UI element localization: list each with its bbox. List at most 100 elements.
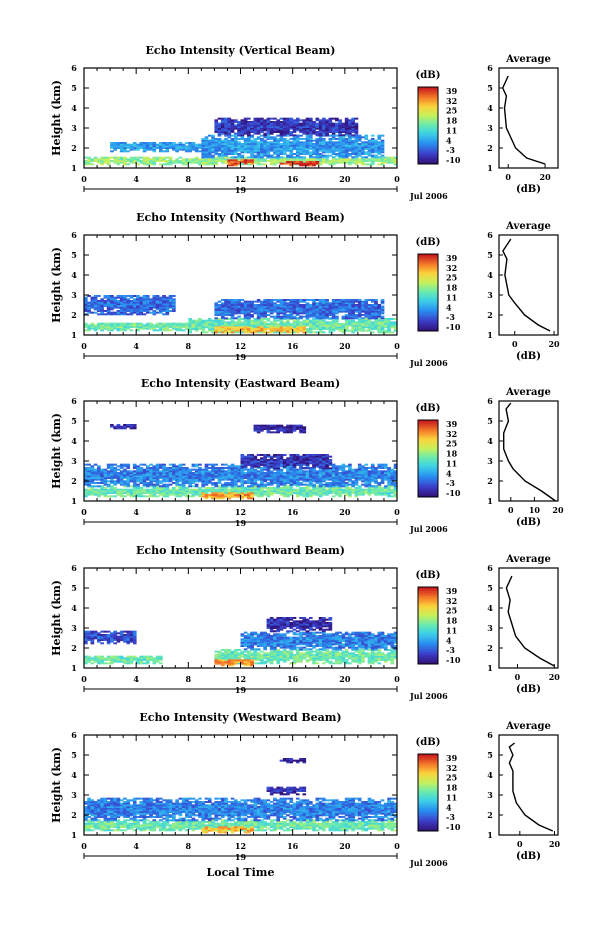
heatmap-cell [361, 473, 365, 476]
heatmap-cell [158, 465, 163, 468]
heatmap-cell [123, 306, 127, 309]
heatmap-cell [240, 324, 245, 327]
heatmap-cell [295, 302, 300, 305]
heatmap-cell [113, 156, 117, 159]
heatmap-cell [211, 477, 215, 479]
heatmap-cell [149, 324, 153, 327]
heatmap-cell [331, 146, 336, 149]
heatmap-cell [181, 477, 186, 479]
heatmap-cell [289, 323, 294, 325]
heatmap-cell [211, 136, 215, 139]
heatmap-cell [243, 304, 248, 306]
heatmap-cell [276, 473, 281, 476]
heatmap-cell [152, 473, 157, 476]
colorbar-tick-label: 4 [446, 302, 452, 312]
heatmap-cell [194, 324, 199, 327]
heatmap-cell [113, 142, 117, 144]
heatmap-cell [315, 488, 320, 491]
heatmap-cell [276, 144, 281, 147]
heatmap-cell [240, 119, 245, 122]
heatmap-cell [325, 151, 329, 154]
heatmap-cell [106, 158, 111, 161]
heatmap-cell [119, 306, 124, 309]
heatmap-cell [315, 493, 320, 496]
heatmap-cell [233, 156, 238, 159]
heatmap-cell [328, 146, 333, 149]
heatmap-cell [233, 321, 238, 324]
heatmap-cell [230, 127, 235, 130]
heatmap-cell [273, 122, 277, 125]
heatmap-cell [282, 117, 287, 120]
heatmap-cell [230, 158, 235, 161]
heatmap-cell [299, 473, 303, 476]
heatmap-cell [145, 485, 150, 488]
heatmap-cell [123, 303, 127, 306]
heatmap-cell [97, 322, 101, 325]
heatmap-cell [217, 329, 222, 332]
heatmap-cell [188, 468, 192, 471]
heatmap-cell [119, 324, 124, 327]
heatmap-cell [256, 493, 261, 496]
heatmap-cell [377, 487, 382, 489]
heatmap-cell [322, 487, 326, 489]
profile-line [502, 238, 551, 332]
heatmap-cell [370, 314, 375, 316]
heatmap-cell [100, 492, 104, 494]
heatmap-cell [139, 306, 144, 309]
heatmap-cell [312, 487, 316, 489]
heatmap-cell [260, 467, 264, 469]
heatmap-cell [224, 149, 228, 152]
heatmap-cell [116, 492, 121, 494]
heatmap-cell [165, 475, 170, 478]
heatmap-cell [276, 300, 281, 303]
heatmap-cell [243, 468, 248, 471]
heatmap-cell [292, 129, 297, 132]
heatmap-cell [158, 480, 163, 483]
heatmap-cell [116, 322, 121, 325]
heatmap-cell [292, 326, 297, 329]
heatmap-cell [338, 328, 342, 330]
heatmap-cell [247, 475, 251, 478]
heatmap-cell [152, 329, 157, 332]
heatmap-cell [325, 482, 329, 484]
heatmap-cell [214, 121, 219, 123]
heatmap-cell [390, 495, 395, 498]
heatmap-cell [211, 475, 215, 478]
heatmap-cell [198, 492, 202, 494]
heatmap-cell [149, 298, 153, 301]
heatmap-cell [198, 467, 202, 469]
heatmap-cell [155, 488, 160, 491]
heatmap-cell [338, 156, 342, 159]
heatmap-cell [318, 326, 323, 329]
heatmap-cell [325, 490, 329, 493]
heatmap-cell [273, 149, 277, 152]
heatmap-cell [325, 475, 329, 478]
heatmap-cell [126, 145, 131, 148]
heatmap-cell [282, 158, 287, 161]
heatmap-cell [237, 143, 241, 145]
heatmap-cell [305, 312, 310, 315]
colorbar-segment [418, 313, 438, 316]
heatmap-cell [318, 493, 323, 496]
heatmap-cell [256, 329, 261, 332]
heatmap-cell [344, 493, 349, 496]
heatmap-cell [84, 467, 88, 469]
heatmap-cell [191, 485, 196, 488]
heatmap-cell [308, 122, 313, 125]
heatmap-cell [325, 314, 329, 316]
heatmap-cell [364, 323, 369, 325]
heatmap-cell [237, 488, 241, 491]
heatmap-cell [364, 485, 369, 488]
heatmap-cell [185, 470, 189, 473]
heatmap-cell [325, 310, 329, 313]
heatmap-cell [132, 300, 137, 302]
heatmap-cell [145, 483, 150, 486]
heatmap-cell [172, 488, 176, 491]
heatmap-cell [269, 138, 274, 140]
heatmap-cell [165, 472, 170, 474]
heatmap-cell [367, 314, 372, 316]
heatmap-cell [113, 495, 117, 498]
heatmap-cell [308, 154, 313, 157]
heatmap-cell [113, 463, 117, 466]
heatmap-cell [279, 300, 284, 303]
